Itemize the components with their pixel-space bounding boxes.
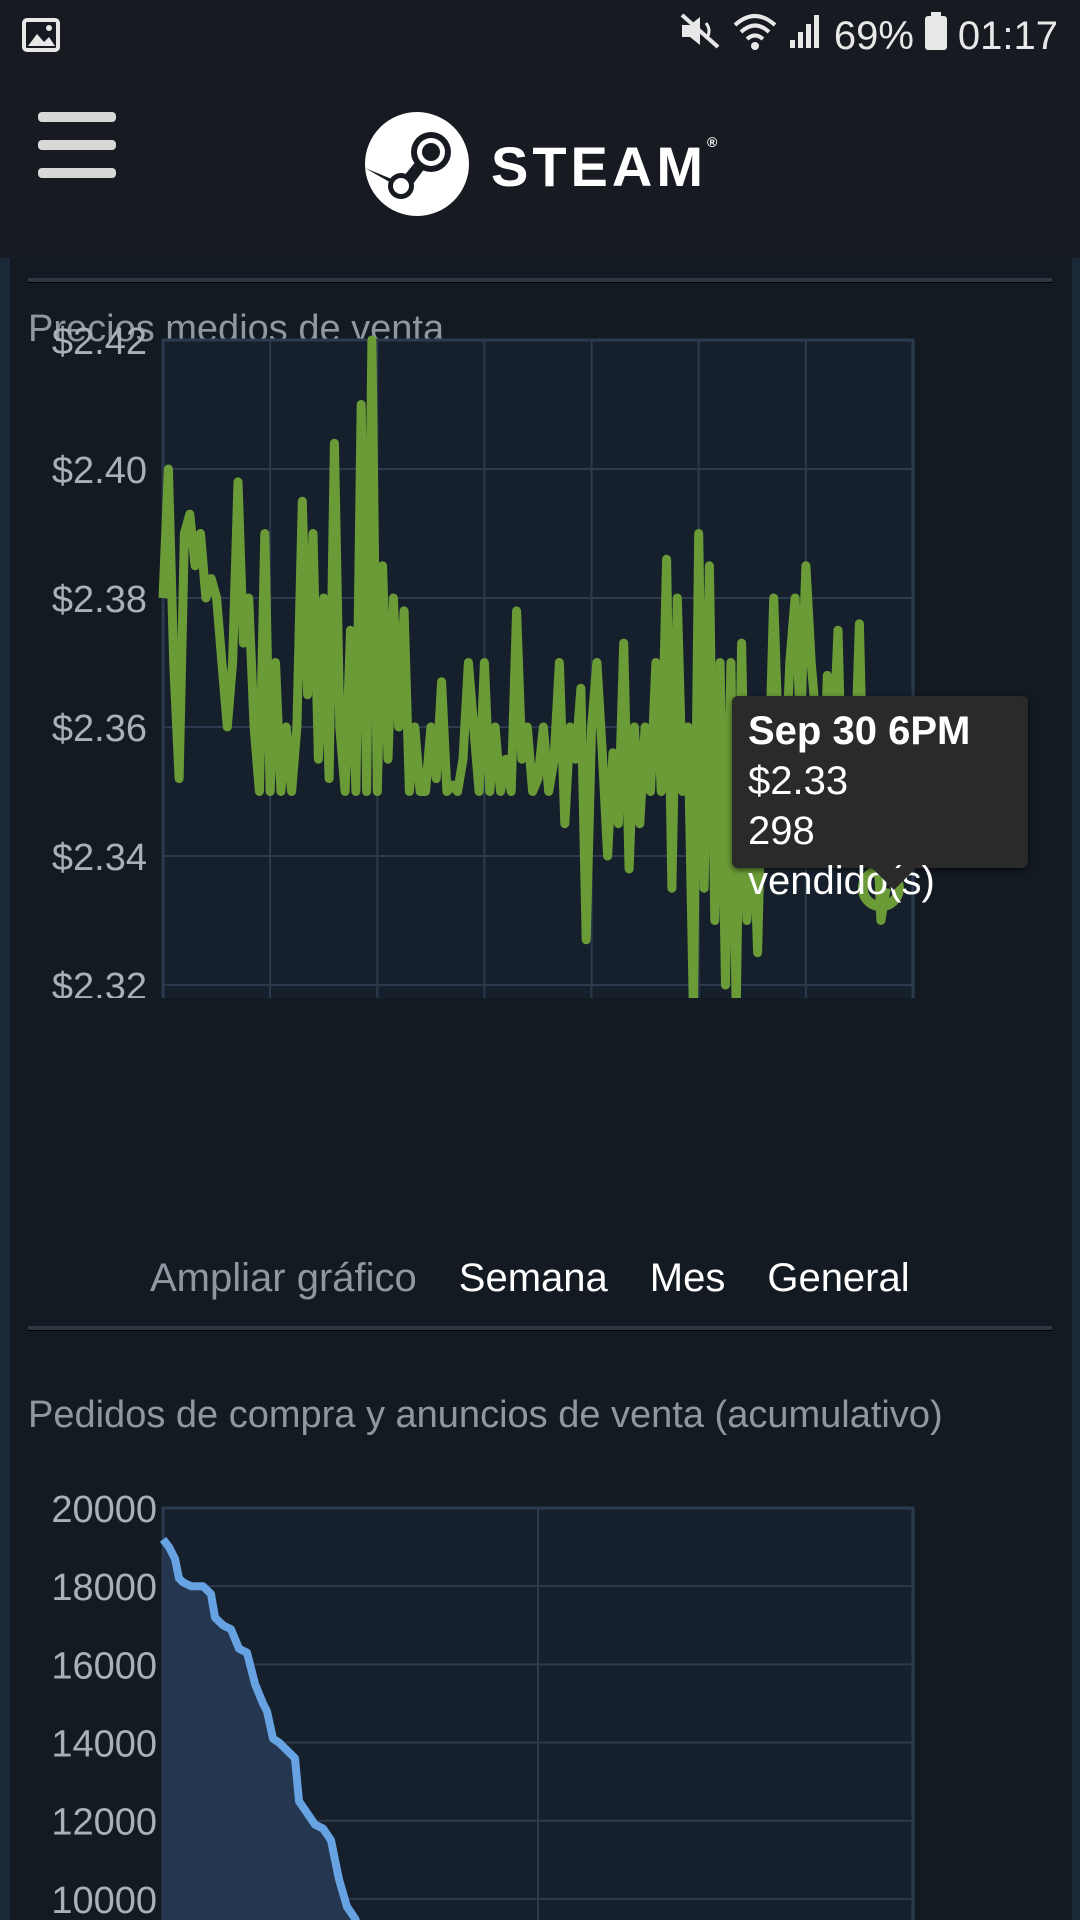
top-divider (28, 278, 1052, 283)
mute-icon (678, 11, 722, 61)
price-history-chart[interactable]: Sep 24Sep 25Sep 26Sep 27Sep 28Sep 29Sep … (10, 298, 1072, 998)
price-tooltip: Sep 30 6PM $2.33 298 vendido(s) (732, 696, 1028, 903)
orders-y-tick: 16000 (51, 1645, 157, 1687)
content-panel: Precios medios de venta Sep 24Sep 25Sep … (10, 258, 1072, 1920)
zoom-controls: Ampliar gráfico Semana Mes General (150, 1256, 910, 1301)
app-header: STEAM® (0, 72, 1080, 258)
orders-depth-chart[interactable]: 20000 18000 16000 14000 12000 10000 (10, 1488, 1072, 1920)
signal-icon (788, 12, 824, 60)
image-icon (22, 18, 60, 57)
tooltip-date: Sep 30 6PM (748, 709, 971, 753)
price-y-tick: $2.32 (52, 966, 147, 998)
zoom-all-button[interactable]: General (767, 1256, 910, 1300)
status-bar: 69% 01:17 (0, 0, 1080, 72)
price-y-tick: $2.38 (52, 579, 147, 621)
steam-logo[interactable]: STEAM® (365, 111, 718, 221)
orders-y-tick: 14000 (51, 1724, 157, 1766)
brand-wordmark: STEAM® (491, 133, 718, 198)
orders-series-line (159, 1536, 360, 1920)
tooltip-price: $2.33 (748, 759, 849, 803)
price-y-tick: $2.42 (52, 321, 147, 363)
orders-y-tick: 18000 (51, 1567, 157, 1609)
steam-logo-icon (365, 111, 469, 221)
mid-divider (28, 1326, 1052, 1331)
wifi-icon (732, 11, 778, 61)
orders-y-tick: 20000 (51, 1489, 157, 1531)
orders-y-tick: 10000 (51, 1880, 157, 1920)
price-y-tick: $2.34 (52, 837, 147, 879)
tooltip-sold: 298 vendido(s) (748, 809, 935, 903)
battery-percent: 69% (833, 13, 914, 58)
clock: 01:17 (957, 13, 1058, 58)
orders-y-tick: 12000 (51, 1802, 157, 1844)
battery-icon (924, 11, 948, 61)
price-y-tick: $2.36 (52, 708, 147, 750)
zoom-month-button[interactable]: Mes (649, 1256, 726, 1300)
orders-chart-title: Pedidos de compra y anuncios de venta (a… (28, 1394, 943, 1436)
menu-icon[interactable] (38, 112, 116, 178)
zoom-week-button[interactable]: Semana (458, 1256, 608, 1300)
zoom-label: Ampliar gráfico (150, 1256, 417, 1300)
price-y-tick: $2.40 (52, 450, 147, 492)
